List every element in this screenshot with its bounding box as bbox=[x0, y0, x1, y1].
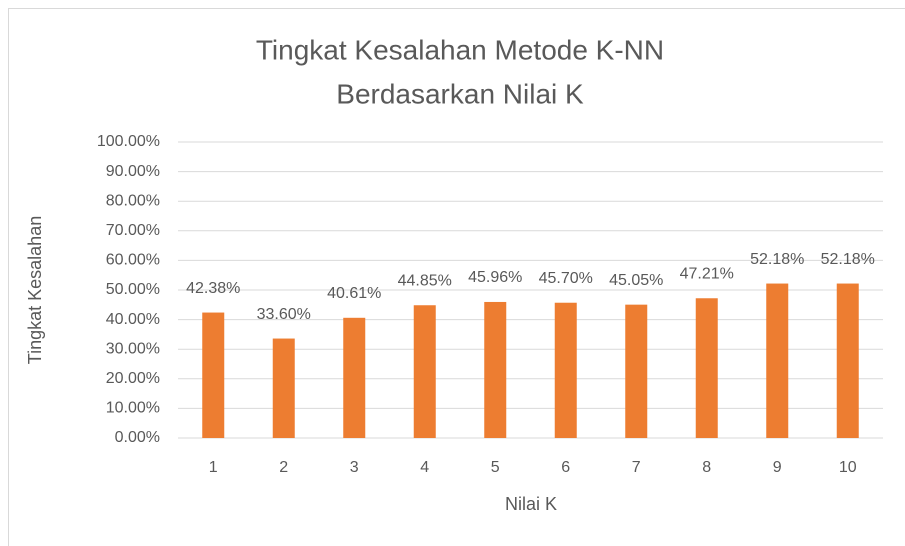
x-axis-title: Nilai K bbox=[505, 494, 557, 514]
x-tick-label: 2 bbox=[279, 459, 288, 476]
x-tick-label: 6 bbox=[561, 459, 570, 476]
x-tick-label: 1 bbox=[209, 459, 218, 476]
bar bbox=[413, 305, 436, 438]
bar bbox=[836, 283, 859, 438]
data-label: 45.05% bbox=[609, 272, 663, 289]
x-tick-label: 4 bbox=[420, 459, 429, 476]
data-label: 45.96% bbox=[468, 269, 522, 286]
bar bbox=[343, 317, 366, 438]
data-label: 45.70% bbox=[539, 270, 593, 287]
data-label: 40.61% bbox=[327, 285, 381, 302]
y-tick-label: 20.00% bbox=[106, 370, 160, 387]
bar bbox=[202, 312, 225, 438]
y-tick-label: 50.00% bbox=[106, 281, 160, 298]
data-label: 47.21% bbox=[680, 265, 734, 282]
y-tick-label: 40.00% bbox=[106, 311, 160, 328]
y-tick-label: 90.00% bbox=[106, 163, 160, 180]
y-tick-label: 10.00% bbox=[106, 400, 160, 417]
bar bbox=[484, 301, 507, 438]
y-axis-title: Tingkat Kesalahan bbox=[25, 216, 45, 364]
data-label: 52.18% bbox=[821, 251, 875, 268]
x-tick-label: 8 bbox=[702, 459, 711, 476]
y-tick-label: 100.00% bbox=[97, 133, 160, 150]
data-label: 44.85% bbox=[398, 272, 452, 289]
x-tick-label: 9 bbox=[773, 459, 782, 476]
y-tick-label: 80.00% bbox=[106, 192, 160, 209]
data-label: 52.18% bbox=[750, 251, 804, 268]
x-tick-label: 10 bbox=[839, 459, 857, 476]
data-label: 42.38% bbox=[186, 280, 240, 297]
chart-title: Tingkat Kesalahan Metode K-NN bbox=[256, 34, 664, 65]
chart-title: Berdasarkan Nilai K bbox=[336, 78, 584, 109]
bar bbox=[766, 283, 789, 438]
data-label: 33.60% bbox=[257, 306, 311, 323]
y-tick-label: 60.00% bbox=[106, 252, 160, 269]
x-tick-label: 7 bbox=[632, 459, 641, 476]
chart-border bbox=[8, 8, 905, 546]
bar bbox=[554, 302, 577, 438]
x-tick-label: 5 bbox=[491, 459, 500, 476]
bar bbox=[695, 298, 718, 438]
y-tick-label: 70.00% bbox=[106, 222, 160, 239]
y-tick-label: 0.00% bbox=[115, 429, 160, 446]
bar bbox=[272, 338, 295, 438]
y-tick-label: 30.00% bbox=[106, 340, 160, 357]
bar bbox=[625, 304, 648, 438]
x-tick-label: 3 bbox=[350, 459, 359, 476]
